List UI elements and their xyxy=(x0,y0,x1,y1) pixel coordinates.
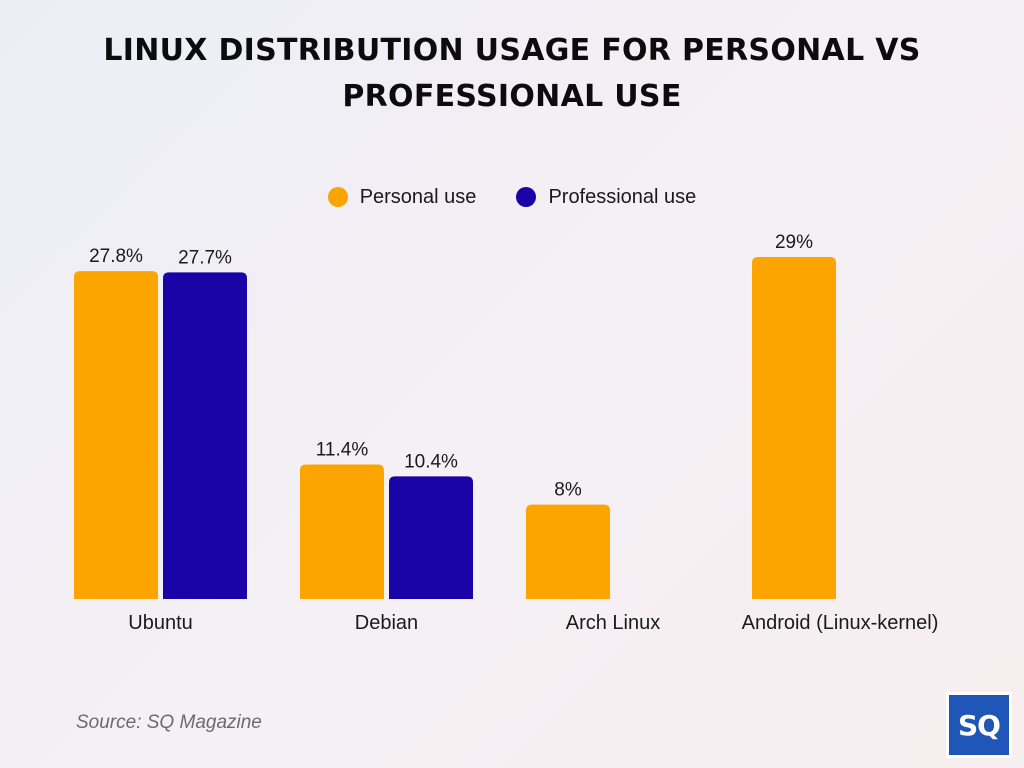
bar-debian-personal-use xyxy=(300,464,384,599)
category-label-debian: Debian xyxy=(355,612,418,634)
data-label-ubuntu-professional-use: 27.7% xyxy=(178,247,232,268)
bar-arch-linux-personal-use xyxy=(526,504,610,599)
data-label-android-linux-kernel-personal-use: 29% xyxy=(775,232,813,253)
legend-label-professional: Professional use xyxy=(548,185,697,208)
legend-swatch-personal xyxy=(327,187,348,207)
legend-swatch-professional xyxy=(516,187,537,207)
data-label-debian-professional-use: 10.4% xyxy=(404,451,458,472)
chart-title: LINUX DISTRIBUTION USAGE FOR PERSONAL VS… xyxy=(103,33,921,114)
category-label-ubuntu: Ubuntu xyxy=(128,612,193,634)
legend-label-personal: Personal use xyxy=(359,185,477,208)
category-label-android-linux-kernel: Android (Linux-kernel) xyxy=(742,612,939,634)
bar-ubuntu-personal-use xyxy=(74,271,158,599)
data-label-arch-linux-personal-use: 8% xyxy=(554,480,582,501)
bar-ubuntu-professional-use xyxy=(163,272,247,599)
legend-item-personal[interactable]: Personal use xyxy=(327,185,477,209)
legend: Personal use Professional use xyxy=(0,180,1024,214)
bar-android-linux-kernel-personal-use xyxy=(752,257,836,599)
bar-debian-professional-use xyxy=(389,476,473,599)
data-label-ubuntu-personal-use: 27.8% xyxy=(89,246,143,267)
data-label-debian-personal-use: 11.4% xyxy=(316,440,369,461)
category-label-arch-linux: Arch Linux xyxy=(566,612,661,634)
sq-logo: SQ xyxy=(946,692,1012,758)
source-note: Source: SQ Magazine xyxy=(76,712,262,733)
legend-item-professional[interactable]: Professional use xyxy=(516,186,696,209)
